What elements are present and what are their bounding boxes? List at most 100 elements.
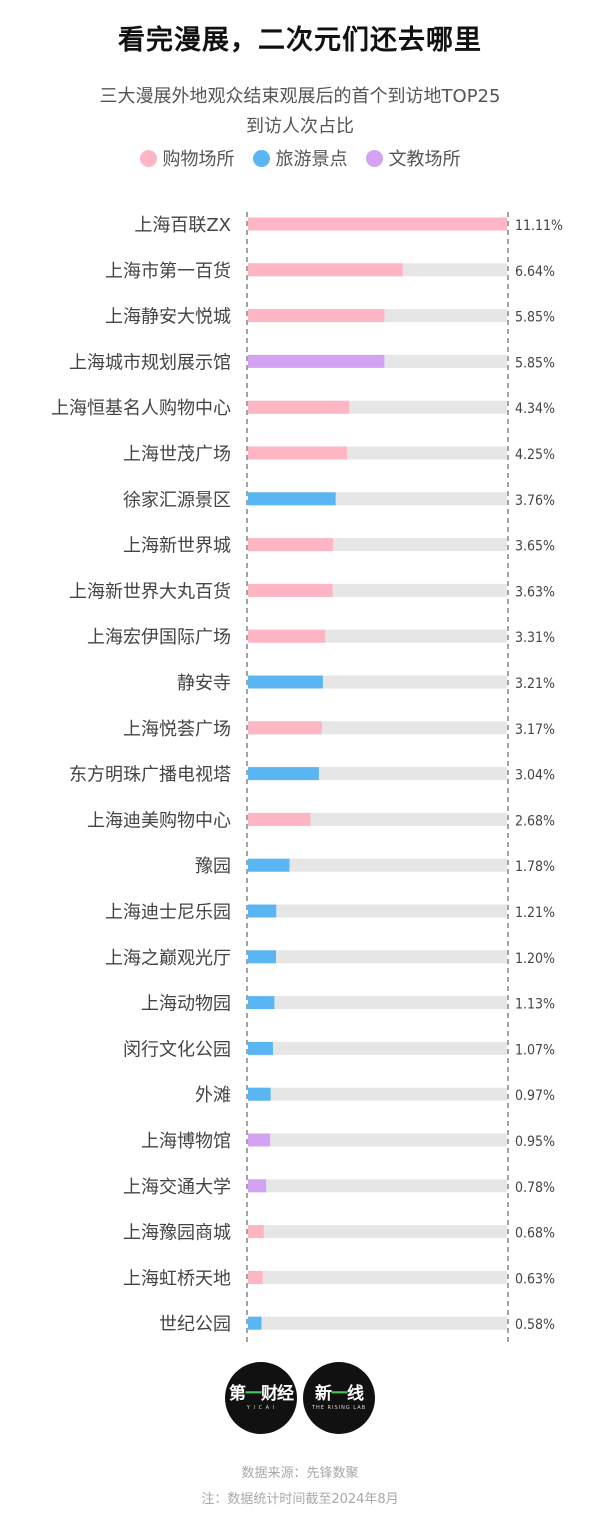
bar-track <box>248 1041 507 1055</box>
bar <box>248 492 336 506</box>
bar <box>248 767 319 781</box>
category-label: 上海世茂广场 <box>123 444 231 465</box>
yicai-logo-text-accent: 一 <box>245 1384 262 1405</box>
category-label: 豫园 <box>195 856 231 877</box>
value-label: 1.78% <box>515 859 555 875</box>
bar <box>248 904 277 918</box>
bar-track <box>248 1179 507 1193</box>
value-label: 0.63% <box>515 1271 555 1287</box>
bar <box>248 1270 263 1284</box>
bar <box>248 263 403 277</box>
bar-track <box>248 950 507 964</box>
value-label: 1.07% <box>515 1042 555 1058</box>
category-label: 上海交通大学 <box>123 1177 231 1198</box>
bar <box>248 1316 262 1330</box>
category-label: 上海动物园 <box>141 994 231 1015</box>
value-label: 0.68% <box>515 1226 555 1242</box>
bar-chart: 上海百联ZX 11.11% 上海市第一百货 6.64% 上海静安大悦城 5.85% 上海城市… <box>51 212 563 1346</box>
bar <box>248 858 290 872</box>
category-label: 上海新世界城 <box>123 536 231 557</box>
bar-track <box>248 1316 507 1330</box>
category-label: 上海之巅观光厅 <box>105 948 231 969</box>
value-label: 6.64% <box>515 264 555 280</box>
bar <box>248 1041 273 1055</box>
value-label: 5.85% <box>515 310 555 326</box>
value-label: 2.68% <box>515 813 555 829</box>
value-label: 3.76% <box>515 493 555 509</box>
legend-item-culture: 文教场所 <box>365 145 461 171</box>
value-label: 1.21% <box>515 905 555 921</box>
category-label: 上海迪美购物中心 <box>87 810 231 831</box>
yicai-logo-subtext: Y I C A I <box>246 1404 276 1411</box>
category-label: 上海静安大悦城 <box>105 307 231 328</box>
category-label: 外滩 <box>195 1085 231 1106</box>
legend-dot-tourism <box>252 149 270 167</box>
value-label: 3.17% <box>515 722 555 738</box>
value-label: 5.85% <box>515 355 555 371</box>
category-label: 徐家汇源景区 <box>123 490 231 511</box>
category-label: 上海悦荟广场 <box>123 719 231 740</box>
bar <box>248 721 322 735</box>
bar-track <box>248 904 507 918</box>
rising-lab-logo-text-b: 线 <box>347 1384 364 1405</box>
category-label: 闵行文化公园 <box>123 1039 231 1060</box>
yicai-logo: 第一财经 Y I C A I <box>225 1362 297 1434</box>
bar <box>248 1179 267 1193</box>
value-label: 3.65% <box>515 539 555 555</box>
category-label: 世纪公园 <box>159 1314 231 1335</box>
legend-item-shopping: 购物场所 <box>139 145 235 171</box>
bar <box>248 538 334 552</box>
value-label: 1.20% <box>515 951 555 967</box>
rising-lab-logo: 新一线 THE RISING LAB <box>303 1362 375 1434</box>
category-label: 上海虹桥天地 <box>123 1268 231 1289</box>
legend-dot-culture <box>365 149 383 167</box>
page-title: 看完漫展，二次元们还去哪里 <box>118 25 482 56</box>
rising-lab-logo-subtext: THE RISING LAB <box>311 1404 367 1411</box>
bar-track <box>248 1133 507 1147</box>
value-label: 0.58% <box>515 1317 555 1333</box>
category-label: 上海豫园商城 <box>123 1223 231 1244</box>
value-label: 3.04% <box>515 768 555 784</box>
data-source: 数据来源：先锋数聚 <box>241 1466 359 1481</box>
bar <box>248 217 507 231</box>
chart-unit-label: 到访人次占比 <box>246 116 354 137</box>
logo-group: 第一财经 Y I C A I 新一线 THE RISING LAB <box>0 1362 600 1434</box>
bar-track <box>248 996 507 1010</box>
bar <box>248 446 348 460</box>
value-label: 1.13% <box>515 997 555 1013</box>
chart-legend: 购物场所 旅游景点 文教场所 <box>0 145 600 171</box>
bar <box>248 812 311 826</box>
bar <box>248 675 323 689</box>
value-label: 3.21% <box>515 676 555 692</box>
legend-label-tourism: 旅游景点 <box>275 149 348 170</box>
bar-track <box>248 1270 507 1284</box>
category-label: 上海宏伊国际广场 <box>87 627 231 648</box>
yicai-logo-text-a: 第 <box>229 1384 246 1405</box>
bar <box>248 1133 271 1147</box>
legend-item-tourism: 旅游景点 <box>252 145 348 171</box>
category-label: 上海恒基名人购物中心 <box>51 398 231 419</box>
bar-track <box>248 812 507 826</box>
data-note: 注：数据统计时间截至2024年8月 <box>201 1492 399 1507</box>
value-label: 0.97% <box>515 1088 555 1104</box>
rising-lab-logo-text-a: 新 <box>315 1384 332 1405</box>
value-label: 3.31% <box>515 630 555 646</box>
category-label: 上海博物馆 <box>141 1131 231 1152</box>
bar <box>248 996 275 1010</box>
bar <box>248 400 350 414</box>
bar <box>248 950 276 964</box>
bar <box>248 583 333 597</box>
category-label: 上海市第一百货 <box>105 261 231 282</box>
bar <box>248 309 385 323</box>
category-label: 上海新世界大丸百货 <box>69 581 231 602</box>
legend-label-culture: 文教场所 <box>388 149 461 170</box>
value-label: 11.11% <box>515 218 563 234</box>
category-label: 上海百联ZX <box>134 215 231 236</box>
value-label: 4.25% <box>515 447 555 463</box>
chart-subtitle: 三大漫展外地观众结束观展后的首个到访地TOP25 <box>99 86 501 107</box>
value-label: 3.63% <box>515 584 555 600</box>
rising-lab-logo-text-accent: 一 <box>331 1384 348 1405</box>
category-label: 静安寺 <box>177 673 231 694</box>
bar-track <box>248 1087 507 1101</box>
bar <box>248 1087 271 1101</box>
